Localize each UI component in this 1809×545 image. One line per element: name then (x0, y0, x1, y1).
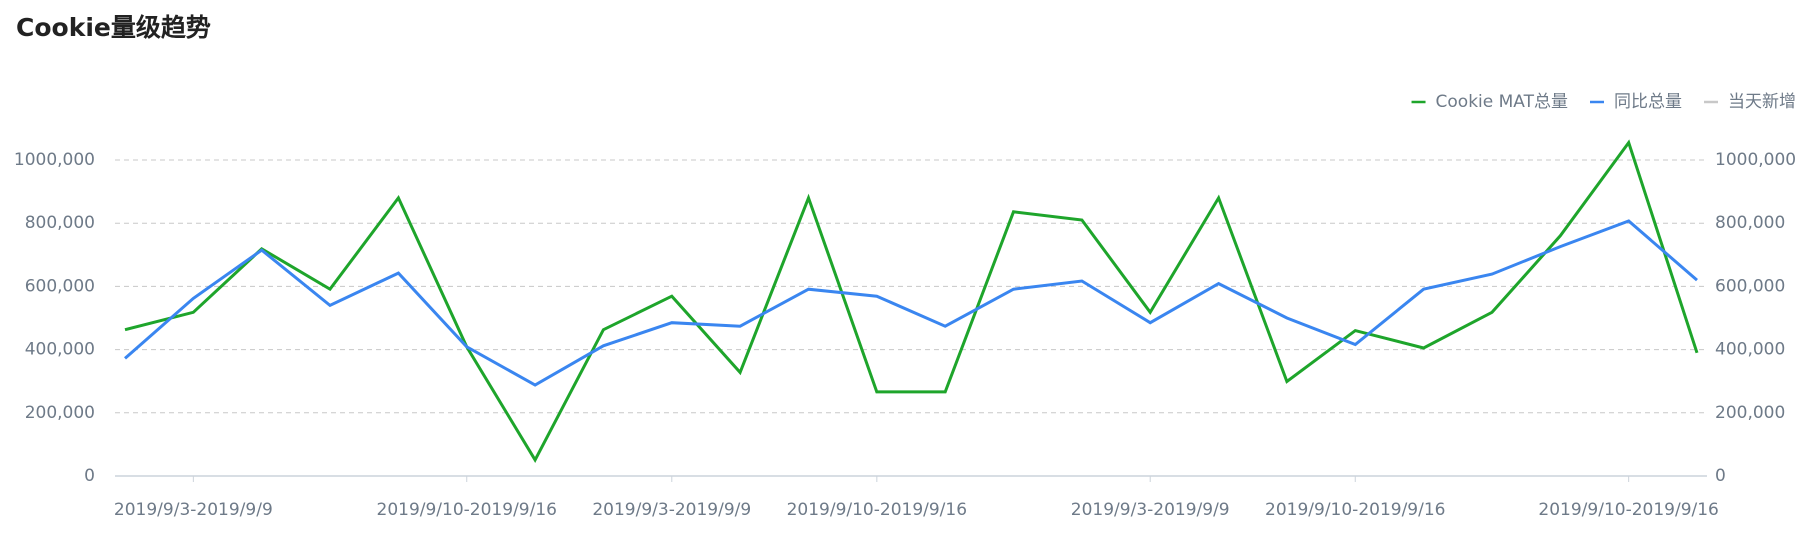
y2-tick-label: 600,000 (1715, 276, 1785, 296)
x-tick-label: 2019/9/10-2019/9/16 (1538, 500, 1718, 520)
x-tick-label: 2019/9/10-2019/9/16 (787, 500, 967, 520)
y-tick-label: 1000,000 (14, 150, 95, 170)
y-tick-label: 400,000 (25, 340, 95, 360)
y-tick-label: 600,000 (25, 276, 95, 296)
x-tick-label: 2019/9/3-2019/9/9 (114, 500, 273, 520)
legend-label[interactable]: 同比总量 (1614, 92, 1682, 112)
x-tick-label: 2019/9/10-2019/9/16 (377, 500, 557, 520)
x-tick-label: 2019/9/10-2019/9/16 (1265, 500, 1445, 520)
y2-tick-label: 400,000 (1715, 340, 1785, 360)
y2-tick-label: 1000,000 (1715, 150, 1796, 170)
y-tick-label: 200,000 (25, 403, 95, 423)
x-tick-label: 2019/9/3-2019/9/9 (1071, 500, 1230, 520)
x-tick-label: 2019/9/3-2019/9/9 (592, 500, 751, 520)
y2-tick-label: 200,000 (1715, 403, 1785, 423)
chart-title: Cookie量级趋势 (16, 13, 211, 42)
y-tick-label: 0 (84, 466, 95, 486)
legend-label[interactable]: 当天新增 (1728, 92, 1796, 112)
y-tick-label: 800,000 (25, 213, 95, 233)
series-line (124, 139, 1699, 463)
series-line (124, 219, 1698, 387)
legend-label[interactable]: Cookie MAT总量 (1436, 92, 1568, 112)
y2-tick-label: 0 (1715, 466, 1726, 486)
y2-tick-label: 800,000 (1715, 213, 1785, 233)
